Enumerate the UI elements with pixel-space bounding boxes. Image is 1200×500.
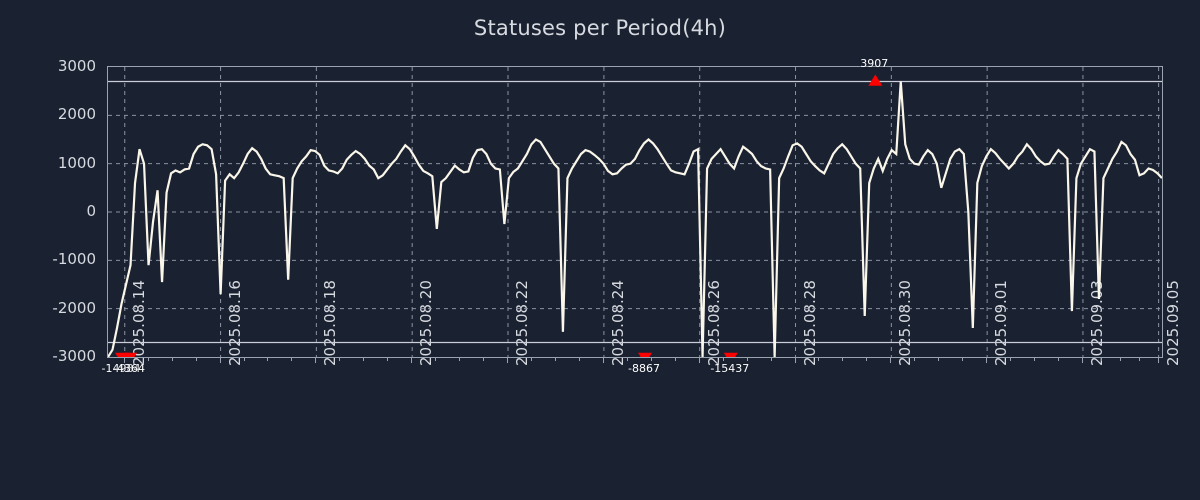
y-tick-label: 2000	[57, 105, 96, 124]
annotation-label: -8867	[628, 362, 660, 375]
x-minor-tick	[267, 358, 269, 361]
x-tick-mark	[698, 358, 700, 363]
y-tick-label: -3000	[52, 347, 96, 365]
x-minor-tick	[147, 358, 149, 361]
x-minor-tick	[363, 358, 365, 361]
y-tick-label: 0	[86, 202, 96, 220]
y-tick-label: 3000	[57, 57, 96, 75]
grid-lines	[108, 67, 1162, 357]
annotation-label: 3907	[860, 56, 889, 70]
x-minor-tick	[554, 358, 556, 361]
x-tick-mark	[1157, 358, 1159, 363]
threshold-lines	[108, 80, 1162, 344]
x-tick-mark	[506, 358, 508, 363]
x-minor-tick	[243, 358, 245, 361]
x-minor-tick	[1100, 358, 1102, 361]
series-line	[108, 81, 1162, 357]
y-tick-label: -2000	[52, 298, 96, 317]
annotation-markers	[115, 74, 883, 357]
x-minor-tick	[818, 358, 820, 361]
x-minor-tick	[1119, 358, 1121, 361]
x-minor-tick	[459, 358, 461, 361]
x-minor-tick	[530, 358, 532, 361]
annotation-label: -4364	[113, 362, 145, 375]
x-minor-tick	[626, 358, 628, 361]
x-minor-tick	[1138, 358, 1140, 361]
x-minor-tick	[387, 358, 389, 361]
y-tick-label: -1000	[52, 250, 96, 269]
x-tick-mark	[315, 358, 317, 363]
plot-svg	[108, 67, 1162, 357]
x-minor-tick	[483, 358, 485, 361]
x-tick-mark	[123, 358, 125, 363]
x-tick-mark	[890, 358, 892, 363]
y-tick-label: 1000	[57, 153, 96, 172]
x-minor-tick	[938, 358, 940, 361]
x-minor-tick	[1034, 358, 1036, 361]
x-minor-tick	[435, 358, 437, 361]
chart-title: Statuses per Period(4h)	[473, 16, 727, 40]
x-tick-mark	[986, 358, 988, 363]
x-tick-mark	[1081, 358, 1083, 363]
x-tick-mark	[219, 358, 221, 363]
x-minor-tick	[195, 358, 197, 361]
x-tick-mark	[602, 358, 604, 363]
x-tick-mark	[411, 358, 413, 363]
x-minor-tick	[339, 358, 341, 361]
x-minor-tick	[962, 358, 964, 361]
annotation-label: -15437	[710, 362, 750, 375]
x-minor-tick	[914, 358, 916, 361]
x-minor-tick	[291, 358, 293, 361]
x-minor-tick	[650, 358, 652, 361]
x-tick-mark	[794, 358, 796, 363]
x-minor-tick	[746, 358, 748, 361]
x-minor-tick	[866, 358, 868, 361]
annotation-label: -14984	[101, 362, 141, 375]
x-minor-tick	[770, 358, 772, 361]
x-tick-label: 2025.09.05	[1163, 280, 1182, 366]
plot-area	[107, 66, 1163, 358]
x-minor-tick	[674, 358, 676, 361]
x-minor-tick	[171, 358, 173, 361]
x-minor-tick	[1010, 358, 1012, 361]
x-minor-tick	[842, 358, 844, 361]
x-minor-tick	[1057, 358, 1059, 361]
x-minor-tick	[578, 358, 580, 361]
x-minor-tick	[722, 358, 724, 361]
